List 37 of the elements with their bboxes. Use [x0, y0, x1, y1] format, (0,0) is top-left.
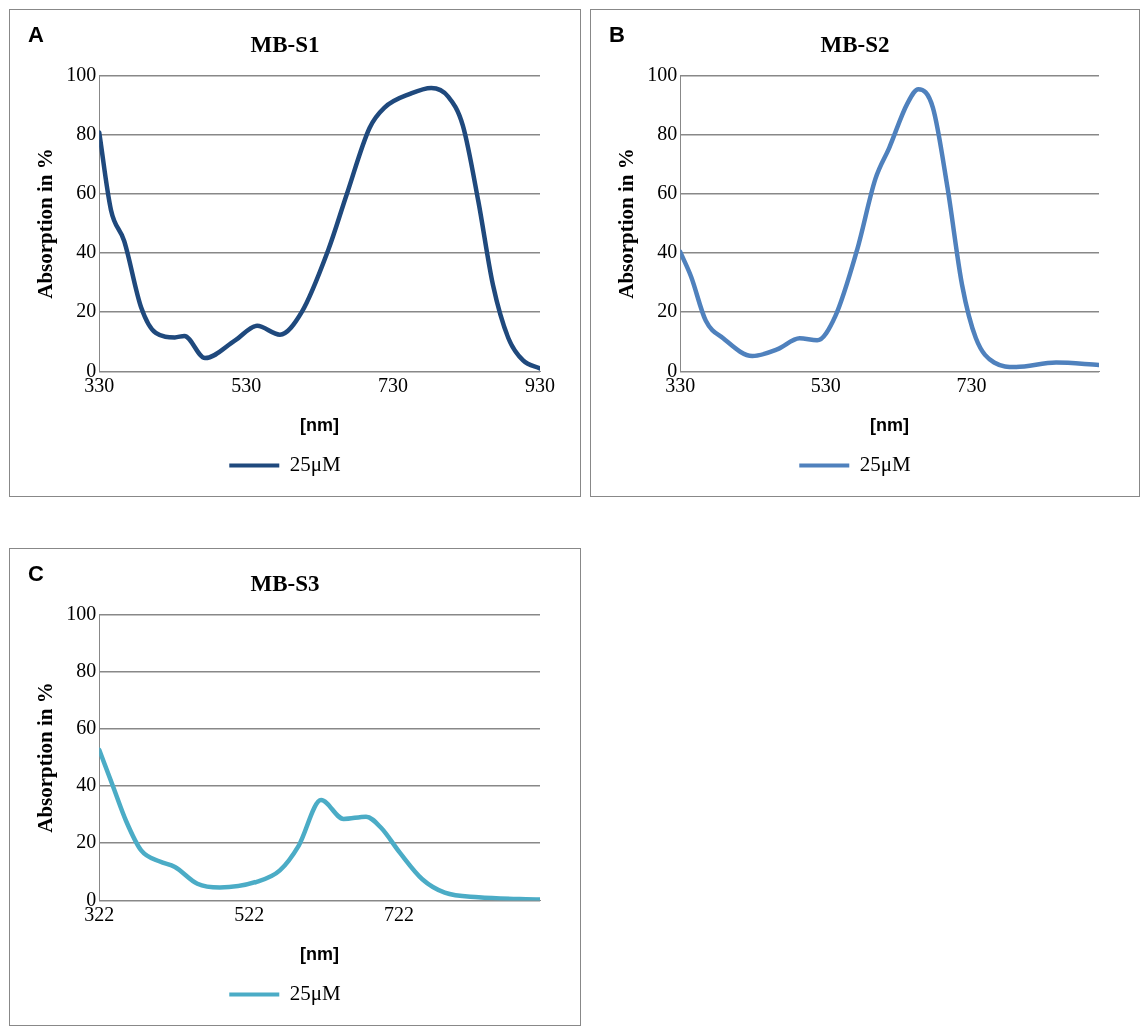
y-tick-label: 80 — [657, 122, 678, 145]
y-tick-label: 80 — [76, 122, 97, 145]
legend-label: 25μM — [289, 981, 342, 1006]
legend-label: 25μM — [289, 452, 342, 477]
y-tick-label: 20 — [76, 830, 97, 853]
y-axis-title: Absorption in % — [614, 148, 639, 299]
y-tick-label: 40 — [76, 240, 97, 263]
y-tick-label: 40 — [76, 773, 97, 796]
chart-title: MB-S2 — [820, 31, 890, 57]
x-axis-title: [nm] — [300, 944, 340, 965]
legend-label: 25μM — [859, 452, 912, 477]
y-tick-label: 60 — [76, 716, 97, 739]
x-axis-title: [nm] — [300, 415, 340, 436]
y-axis-title: Absorption in % — [33, 682, 58, 833]
y-tick-label: 100 — [66, 601, 97, 624]
y-tick-label: 100 — [647, 62, 678, 85]
y-tick-label: 60 — [76, 181, 97, 204]
y-tick-label: 60 — [657, 181, 678, 204]
x-axis-title: [nm] — [870, 415, 910, 436]
chart-title: MB-S3 — [250, 570, 320, 596]
x-tick-label: 522 — [234, 902, 265, 925]
y-tick-label: 40 — [657, 240, 678, 263]
y-tick-label: 20 — [76, 299, 97, 322]
y-tick-label: 80 — [76, 659, 97, 682]
x-tick-label: 530 — [231, 373, 262, 396]
text: B — [609, 22, 625, 48]
y-tick-label: 20 — [657, 299, 678, 322]
y-tick-label: 100 — [66, 62, 97, 85]
x-tick-label: 530 — [810, 373, 841, 396]
x-tick-label: 930 — [525, 373, 555, 396]
y-axis-title: Absorption in % — [33, 148, 58, 299]
x-tick-label: 730 — [378, 373, 409, 396]
text: C — [28, 561, 44, 587]
x-tick-label: 722 — [384, 902, 415, 925]
chart-title: MB-S1 — [250, 31, 320, 57]
x-tick-label: 730 — [956, 373, 987, 396]
text: A — [28, 22, 44, 48]
